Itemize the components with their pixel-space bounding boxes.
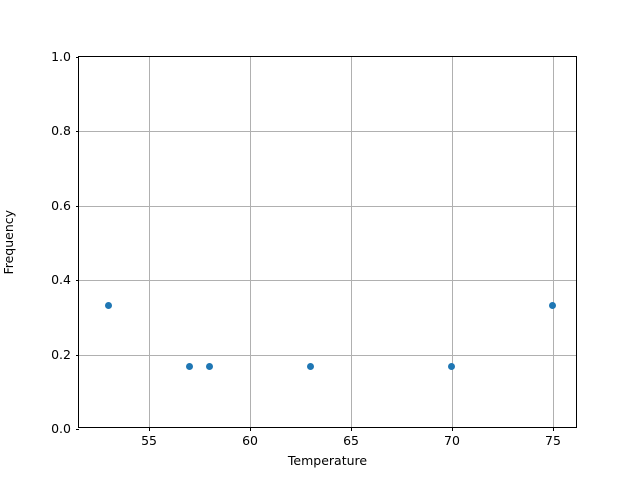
gridline-horizontal — [79, 205, 576, 207]
x-axis-tick — [250, 427, 252, 431]
gridline-horizontal — [79, 354, 576, 356]
x-axis-tick-label: 55 — [141, 433, 158, 448]
x-axis-label-text: Temperature — [287, 453, 368, 468]
y-axis-tick-label: 0.2 — [51, 346, 71, 362]
y-axis-tick — [75, 429, 79, 431]
x-axis-tick — [149, 427, 151, 431]
x-axis-tick — [552, 427, 555, 431]
scatter-point — [206, 363, 214, 371]
y-axis-label: Frequency — [0, 56, 18, 428]
x-axis-tick-label: 70 — [444, 433, 460, 448]
y-axis-tick-label: 0.6 — [51, 197, 71, 213]
x-axis-tick — [451, 427, 454, 431]
y-axis-tick — [75, 131, 79, 133]
scatter-point — [307, 363, 315, 371]
y-axis-tick-label: 0.4 — [51, 271, 71, 287]
y-axis-tick-label: 0.8 — [51, 123, 71, 139]
scatter-point — [185, 363, 193, 371]
y-axis-tick — [75, 205, 79, 207]
y-axis-tick-label: 0.0 — [51, 420, 71, 436]
y-axis-tick-label: 1.0 — [51, 48, 71, 64]
x-axis-label: Temperature — [78, 453, 577, 468]
x-axis-tick-label: 75 — [545, 433, 561, 448]
gridline-horizontal — [79, 280, 576, 282]
scatter-point — [105, 301, 113, 309]
gridline-vertical — [149, 57, 151, 427]
gridline-vertical — [250, 57, 252, 427]
plot-surface — [79, 57, 576, 427]
y-axis-tick — [75, 354, 79, 356]
y-axis-tick — [75, 280, 79, 282]
y-axis-label-text: Frequency — [0, 209, 16, 275]
scatter-point — [549, 301, 557, 309]
scatter-point — [448, 363, 456, 371]
gridline-vertical — [552, 57, 554, 427]
x-axis-tick-label: 60 — [242, 433, 258, 448]
gridline-vertical — [351, 57, 353, 427]
x-axis-tick — [351, 427, 353, 431]
y-axis-tick — [75, 57, 79, 59]
gridline-horizontal — [79, 131, 576, 133]
x-axis-tick-label: 65 — [343, 433, 359, 448]
plot-axes: 0.0 0.2 0.4 0.6 0.8 1.0 55 60 65 70 75 — [51, 50, 577, 447]
gridline-vertical — [451, 57, 453, 427]
